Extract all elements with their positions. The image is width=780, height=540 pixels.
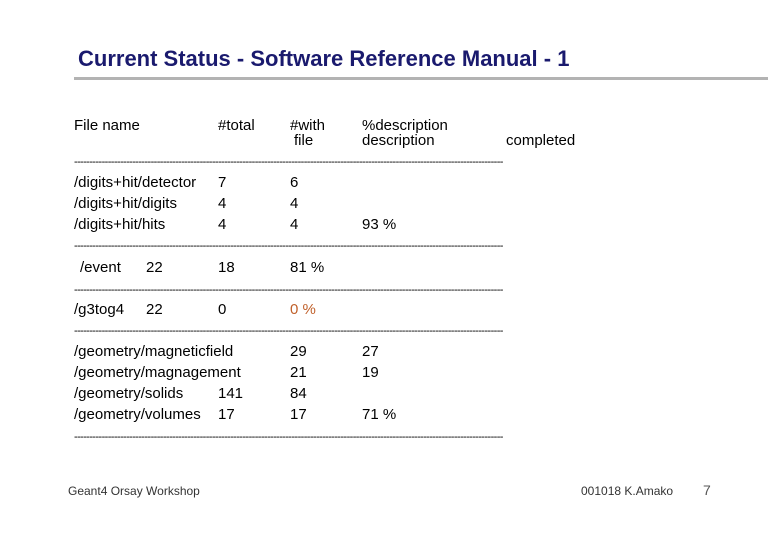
row-total: 141 (218, 385, 244, 402)
row-name: /geometry/magneticfield (74, 343, 234, 360)
row-total: 22 (146, 301, 163, 318)
slide-title: Current Status - Software Reference Manu… (78, 46, 570, 71)
row-description: 27 (362, 343, 379, 360)
row-with: 6 (290, 174, 299, 191)
row-percent: 93 % (362, 216, 397, 233)
row-with: 84 (290, 385, 307, 402)
separator: ----------------------------------------… (74, 240, 503, 252)
title-underline (74, 77, 768, 80)
row-with: 17 (290, 406, 307, 423)
row-total: 4 (218, 195, 227, 212)
row-total: 22 (146, 259, 163, 276)
separator: ----------------------------------------… (74, 284, 503, 296)
row-name: /digits+hit/hits (74, 216, 166, 233)
row-total: 7 (218, 174, 227, 191)
footer-event: Geant4 Orsay Workshop (68, 484, 200, 498)
header-with: #with (290, 117, 326, 134)
page-number: 7 (703, 482, 711, 498)
row-percent: 71 % (362, 406, 397, 423)
row-with: 4 (290, 195, 299, 212)
header-pct-description: %description (362, 117, 448, 134)
row-name: /digits+hit/digits (74, 195, 177, 212)
row-name: /g3tog4 (74, 301, 125, 318)
header-with-file: file (294, 132, 314, 149)
header-description: description (362, 132, 435, 149)
row-with: 21 (290, 364, 307, 381)
row-percent: 0 % (290, 301, 316, 318)
row-total: 4 (218, 216, 227, 233)
row-with: 18 (218, 259, 235, 276)
row-name: /geometry/magnagement (74, 364, 241, 381)
header-completed: completed (506, 132, 576, 149)
header-total: #total (218, 117, 255, 134)
row-with: 29 (290, 343, 307, 360)
separator: ----------------------------------------… (74, 156, 503, 168)
row-with: 0 (218, 301, 227, 318)
row-description: 19 (362, 364, 379, 381)
footer-author: 001018 K.Amako (581, 484, 674, 498)
row-name: /geometry/volumes (74, 406, 201, 423)
row-name: /geometry/solids (74, 385, 184, 402)
row-with: 4 (290, 216, 299, 233)
row-total: 17 (218, 406, 235, 423)
row-percent: 81 % (290, 259, 325, 276)
row-name: /event (80, 259, 121, 276)
header-file-name: File name (74, 117, 140, 134)
separator: ----------------------------------------… (74, 325, 503, 337)
row-name: /digits+hit/detector (74, 174, 197, 191)
separator: ----------------------------------------… (74, 431, 503, 443)
